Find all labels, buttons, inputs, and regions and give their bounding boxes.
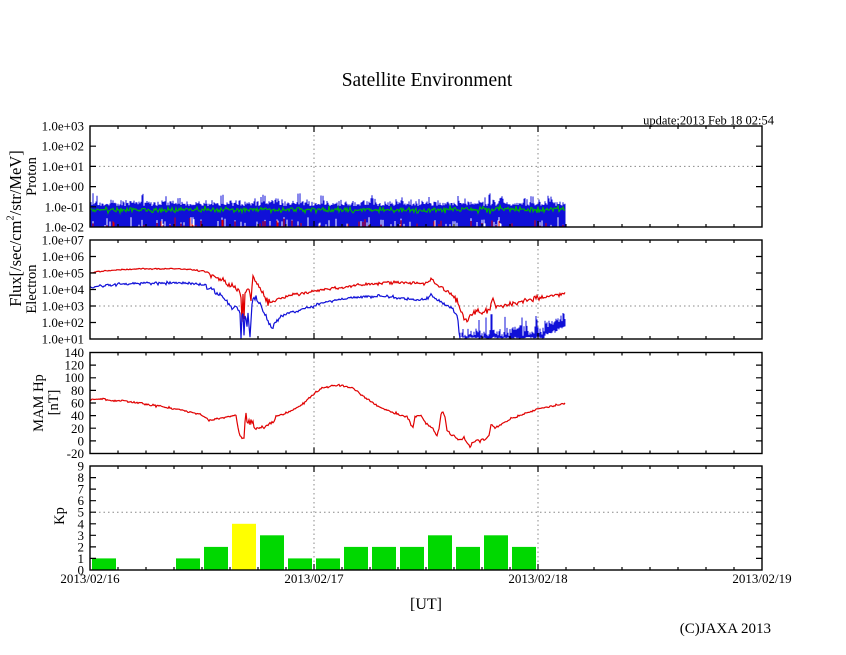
svg-text:7: 7: [78, 482, 85, 497]
svg-text:2013/02/19: 2013/02/19: [732, 571, 791, 586]
svg-text:2013/02/17: 2013/02/17: [284, 571, 344, 586]
svg-text:2: 2: [78, 539, 85, 554]
svg-text:9: 9: [78, 459, 85, 474]
svg-text:3: 3: [78, 528, 85, 543]
svg-text:Kp: Kp: [52, 507, 68, 525]
svg-text:1.0e+04: 1.0e+04: [42, 282, 85, 297]
svg-text:0: 0: [78, 563, 85, 578]
svg-text:Flux[/sec/cm2/str/MeV]: Flux[/sec/cm2/str/MeV]: [6, 150, 26, 306]
svg-text:1.0e+02: 1.0e+02: [42, 139, 84, 154]
svg-text:Proton: Proton: [24, 156, 40, 195]
svg-text:1.0e+06: 1.0e+06: [42, 249, 85, 264]
svg-text:(C)JAXA 2013: (C)JAXA 2013: [680, 621, 771, 637]
svg-text:0: 0: [78, 433, 85, 448]
svg-text:120: 120: [65, 358, 85, 373]
svg-text:100: 100: [65, 370, 85, 385]
svg-text:1.0e+03: 1.0e+03: [42, 299, 84, 314]
svg-text:20: 20: [71, 421, 84, 436]
svg-text:1.0e+02: 1.0e+02: [42, 315, 84, 330]
svg-text:Electron: Electron: [24, 264, 40, 314]
svg-text:2013/02/18: 2013/02/18: [508, 571, 567, 586]
svg-text:140: 140: [65, 345, 85, 360]
svg-text:8: 8: [78, 470, 85, 485]
svg-text:1.0e+01: 1.0e+01: [42, 159, 84, 174]
svg-text:update;2013 Feb 18 02:54: update;2013 Feb 18 02:54: [643, 114, 775, 128]
svg-text:1.0e+07: 1.0e+07: [42, 233, 85, 248]
svg-text:4: 4: [78, 516, 85, 531]
svg-text:60: 60: [71, 396, 84, 411]
svg-text:6: 6: [78, 493, 85, 508]
svg-text:MAM Hp: MAM Hp: [31, 374, 47, 432]
svg-text:5: 5: [78, 505, 85, 520]
svg-text:1.0e+05: 1.0e+05: [42, 266, 84, 281]
svg-text:-20: -20: [67, 446, 84, 461]
svg-text:1.0e-01: 1.0e-01: [45, 199, 84, 214]
svg-text:1.0e-02: 1.0e-02: [45, 220, 84, 235]
svg-text:40: 40: [71, 408, 84, 423]
svg-text:[UT]: [UT]: [410, 596, 442, 613]
svg-text:1.0e+00: 1.0e+00: [42, 179, 84, 194]
svg-text:1.0e+01: 1.0e+01: [42, 332, 84, 347]
svg-text:Satellite Environment: Satellite Environment: [342, 70, 513, 91]
svg-text:1: 1: [78, 551, 85, 566]
svg-text:80: 80: [71, 383, 84, 398]
svg-text:[nT]: [nT]: [46, 390, 62, 416]
svg-text:1.0e+03: 1.0e+03: [42, 119, 84, 134]
svg-text:2013/02/16: 2013/02/16: [60, 571, 120, 586]
